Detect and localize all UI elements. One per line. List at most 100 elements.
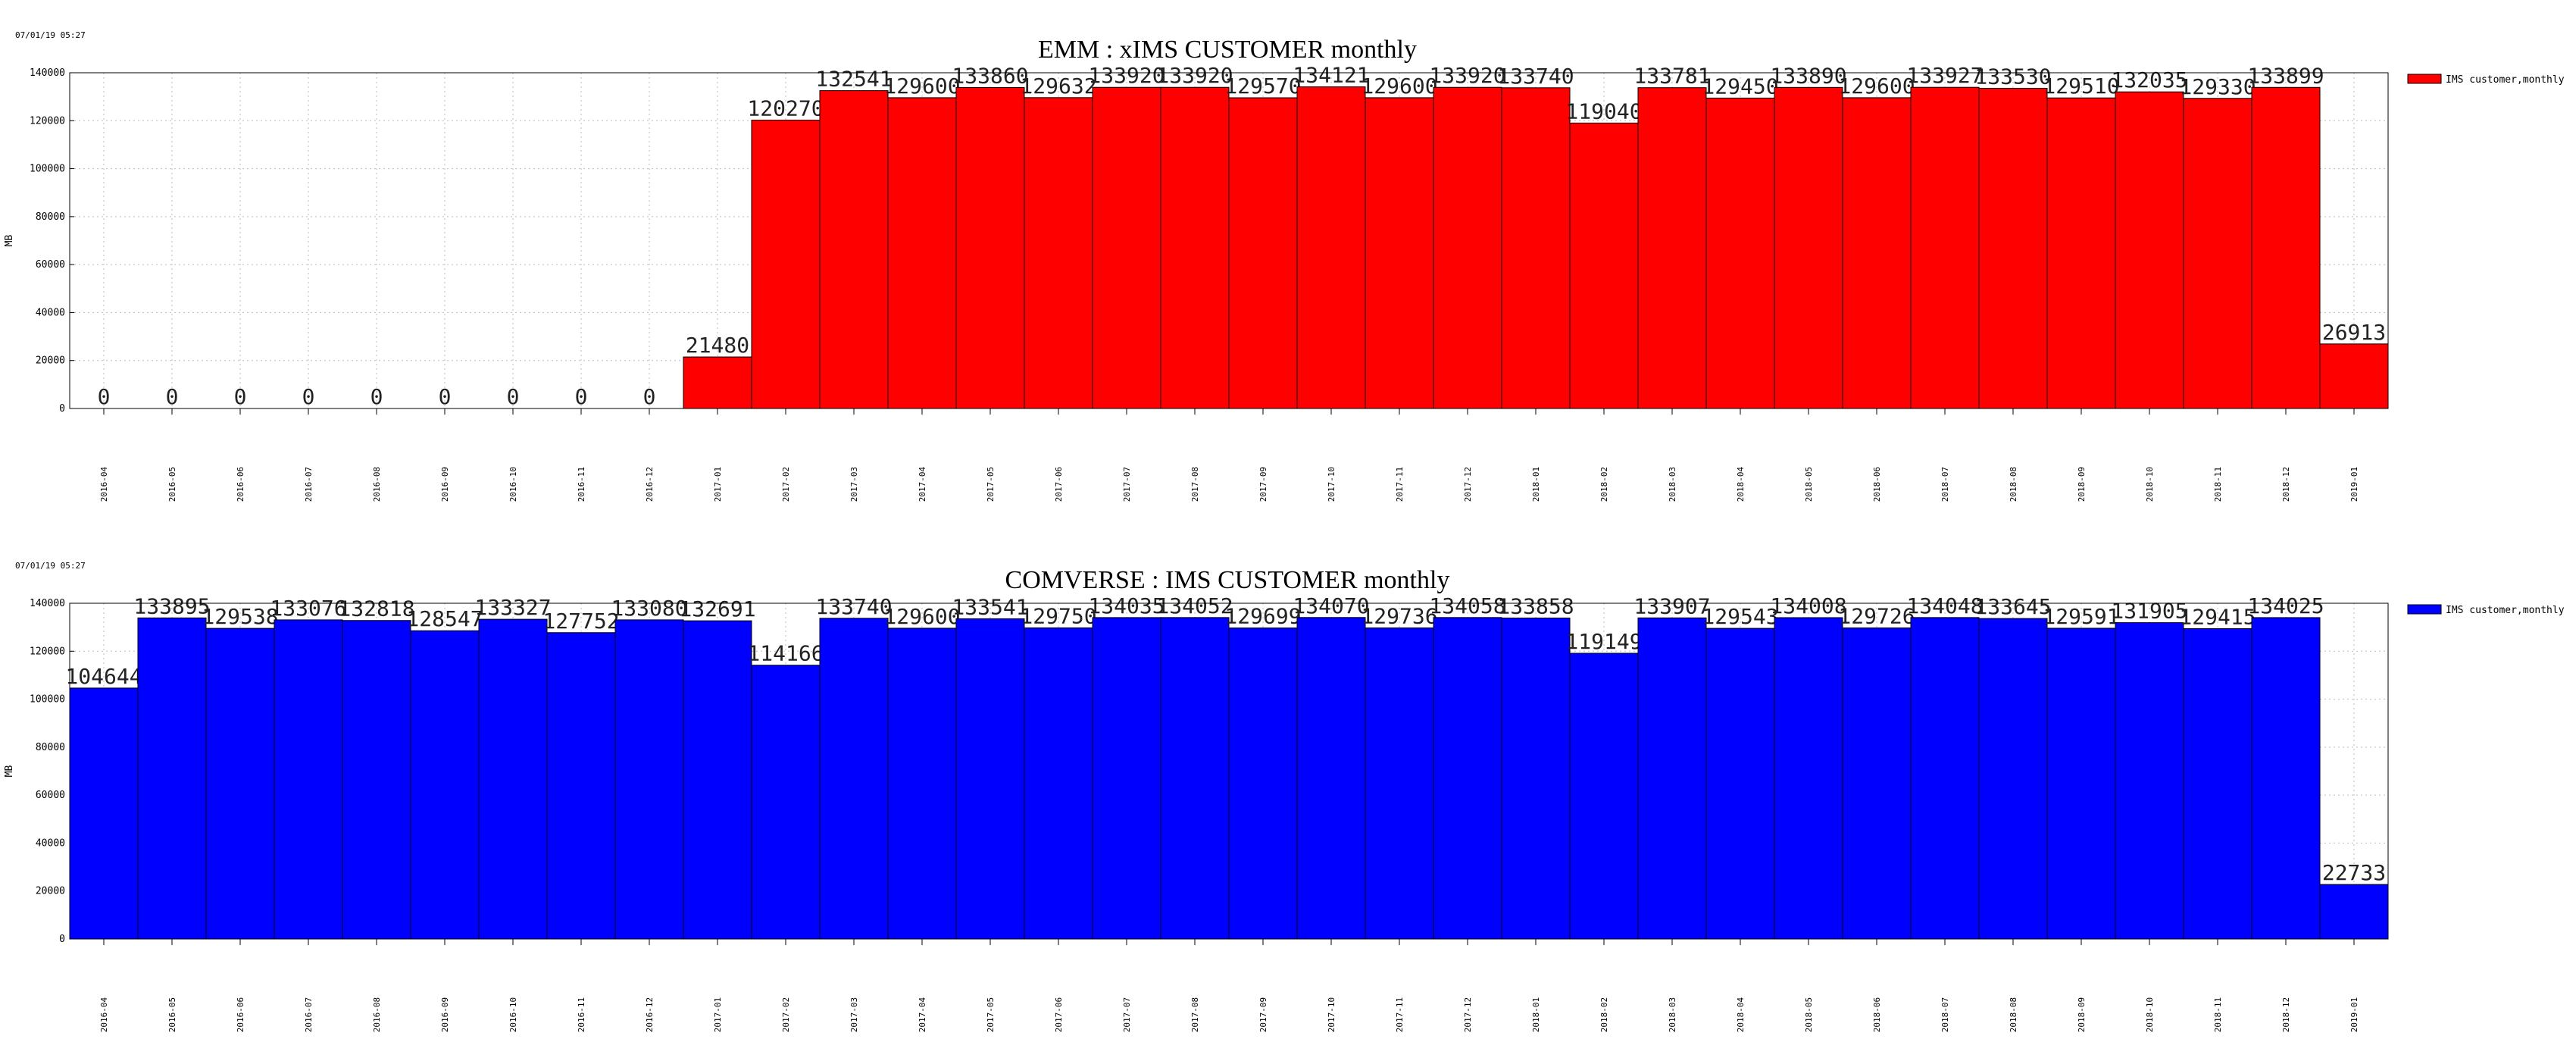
x-tick-label: 2017-11 bbox=[1395, 997, 1405, 1032]
bar bbox=[1842, 628, 1912, 940]
data-label: 133927 bbox=[1906, 63, 1983, 88]
x-tick-label: 2017-05 bbox=[986, 467, 996, 502]
bar bbox=[1637, 617, 1707, 940]
bar bbox=[1228, 628, 1298, 940]
x-tick-label: 2017-09 bbox=[1258, 467, 1268, 502]
bar bbox=[1569, 653, 1639, 940]
data-label: 134008 bbox=[1770, 593, 1846, 618]
data-label: 128547 bbox=[406, 606, 483, 631]
x-tick-label: 2017-12 bbox=[1463, 997, 1473, 1032]
x-tick-label: 2018-10 bbox=[2145, 997, 2155, 1032]
bar bbox=[1296, 86, 1366, 409]
emm-chart: 07/01/19 05:27 EMM : xIMS CUSTOMER monthl… bbox=[4, 30, 2565, 502]
x-tick-label: 2017-07 bbox=[1122, 467, 1132, 502]
bar bbox=[1024, 627, 1093, 940]
bar bbox=[2115, 91, 2184, 409]
bar bbox=[1501, 617, 1571, 940]
x-tick-label: 2017-02 bbox=[781, 467, 791, 502]
bar bbox=[955, 618, 1025, 940]
bar bbox=[2319, 343, 2389, 409]
data-label: 0 bbox=[302, 384, 315, 409]
data-label: 133781 bbox=[1633, 64, 1710, 89]
data-label: 131905 bbox=[2111, 599, 2187, 624]
bar bbox=[2251, 617, 2321, 940]
x-tick-label: 2018-05 bbox=[1804, 997, 1814, 1032]
y-tick-label: 60000 bbox=[36, 790, 65, 801]
data-label: 129543 bbox=[1702, 604, 1778, 629]
x-tick-label: 2017-08 bbox=[1190, 997, 1200, 1032]
x-tick-label: 2018-02 bbox=[1599, 997, 1609, 1032]
x-tick-label: 2016-12 bbox=[645, 997, 655, 1032]
x-tick-label: 2017-02 bbox=[781, 997, 791, 1032]
bar bbox=[1160, 617, 1230, 940]
x-tick-label: 2016-06 bbox=[236, 467, 245, 502]
y-tick-label: 60000 bbox=[36, 259, 65, 271]
x-tick-label: 2018-04 bbox=[1736, 466, 1746, 502]
comverse-chart: 07/01/19 05:27 COMVERSE : IMS CUSTOMER mo… bbox=[4, 561, 2565, 1032]
bar bbox=[2183, 98, 2252, 409]
x-tick-label: 2018-06 bbox=[1872, 997, 1882, 1032]
x-tick-label: 2018-06 bbox=[1872, 467, 1882, 502]
data-label: 127752 bbox=[542, 609, 619, 634]
y-tick-label: 20000 bbox=[36, 886, 65, 897]
bar bbox=[2319, 884, 2389, 940]
data-label: 0 bbox=[370, 384, 383, 409]
data-label: 129450 bbox=[1702, 74, 1778, 99]
x-tick-label: 2016-04 bbox=[99, 997, 109, 1032]
bar bbox=[1228, 97, 1298, 409]
data-label: 21480 bbox=[686, 333, 749, 358]
x-tick-label: 2018-07 bbox=[1940, 467, 1950, 502]
x-tick-label: 2017-04 bbox=[918, 997, 927, 1032]
bar bbox=[819, 618, 889, 940]
y-tick-label: 120000 bbox=[30, 115, 65, 127]
data-label: 134121 bbox=[1293, 63, 1369, 88]
data-label: 132035 bbox=[2111, 67, 2187, 92]
data-label: 133080 bbox=[611, 596, 687, 621]
data-label: 129570 bbox=[1224, 74, 1301, 99]
data-label: 132691 bbox=[679, 596, 755, 621]
x-tick-label: 2018-10 bbox=[2145, 467, 2155, 502]
data-label: 0 bbox=[439, 384, 452, 409]
bar bbox=[1092, 617, 1161, 940]
data-label: 133899 bbox=[2247, 63, 2324, 88]
x-tick-label: 2018-01 bbox=[1531, 997, 1541, 1032]
data-label: 129510 bbox=[2043, 74, 2119, 99]
bar bbox=[1705, 628, 1775, 940]
bar bbox=[69, 687, 139, 940]
x-tick-label: 2016-08 bbox=[372, 997, 382, 1032]
x-tick-label: 2016-11 bbox=[577, 997, 586, 1032]
x-tick-label: 2017-10 bbox=[1327, 997, 1336, 1032]
data-label: 133740 bbox=[815, 594, 892, 619]
x-tick-label: 2018-08 bbox=[2009, 467, 2018, 502]
bar bbox=[1978, 87, 2048, 409]
x-tick-label: 2017-04 bbox=[918, 466, 927, 502]
data-label: 133920 bbox=[1429, 63, 1505, 88]
data-label: 133858 bbox=[1497, 593, 1574, 618]
x-tick-label: 2017-03 bbox=[849, 467, 859, 502]
x-tick-label: 2017-09 bbox=[1258, 997, 1268, 1032]
bar bbox=[1365, 97, 1434, 409]
data-label: 133740 bbox=[1497, 64, 1574, 89]
x-tick-label: 2018-12 bbox=[2281, 467, 2291, 502]
x-tick-label: 2016-08 bbox=[372, 467, 382, 502]
data-label: 129750 bbox=[1020, 603, 1096, 628]
y-tick-label: 0 bbox=[59, 403, 65, 415]
timestamp: 07/01/19 05:27 bbox=[15, 30, 86, 40]
data-label: 133890 bbox=[1770, 63, 1846, 88]
y-tick-label: 20000 bbox=[36, 355, 65, 367]
data-label: 129600 bbox=[1361, 74, 1437, 99]
x-tick-label: 2018-03 bbox=[1668, 997, 1677, 1032]
legend-swatch bbox=[2407, 604, 2442, 615]
y-tick-label: 140000 bbox=[30, 598, 65, 609]
bar bbox=[1978, 618, 2048, 940]
timestamp: 07/01/19 05:27 bbox=[15, 561, 86, 571]
y-axis-label: MB bbox=[4, 235, 15, 247]
x-tick-label: 2017-11 bbox=[1395, 467, 1405, 502]
data-label: 133530 bbox=[1974, 64, 2051, 89]
x-tick-label: 2019-01 bbox=[2349, 997, 2359, 1032]
chart-title: COMVERSE : IMS CUSTOMER monthly bbox=[1005, 566, 1450, 594]
bar bbox=[1910, 617, 1980, 940]
data-label: 129726 bbox=[1838, 604, 1915, 629]
x-tick-label: 2017-06 bbox=[1054, 997, 1064, 1032]
data-label: 119149 bbox=[1565, 629, 1642, 654]
